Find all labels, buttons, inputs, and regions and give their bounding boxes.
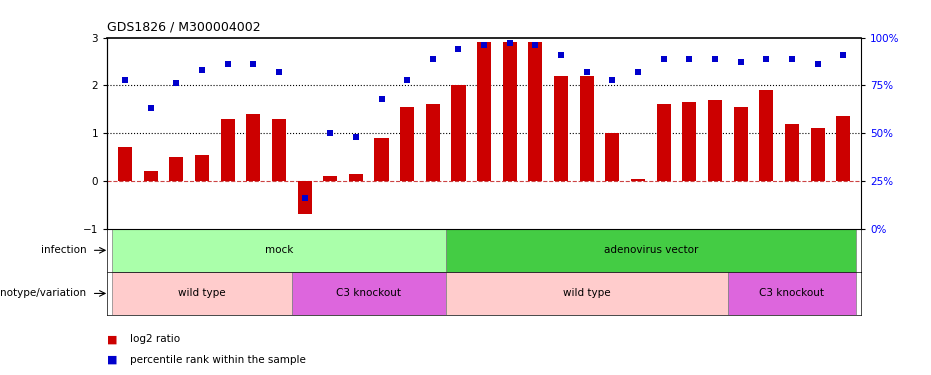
Point — [195, 67, 209, 73]
Text: C3 knockout: C3 knockout — [336, 288, 401, 298]
Point — [246, 61, 261, 67]
Bar — [580, 76, 594, 181]
Bar — [554, 76, 568, 181]
Bar — [118, 147, 132, 181]
Bar — [811, 128, 825, 181]
Bar — [349, 174, 363, 181]
Text: GDS1826 / M300004002: GDS1826 / M300004002 — [107, 21, 261, 33]
Bar — [529, 42, 543, 181]
Bar — [785, 124, 799, 181]
Bar — [759, 90, 774, 181]
Point — [143, 105, 158, 111]
Bar — [272, 119, 286, 181]
Point — [169, 80, 183, 86]
Bar — [631, 178, 645, 181]
Bar — [400, 107, 414, 181]
Bar — [446, 229, 856, 272]
Bar — [734, 107, 748, 181]
Point — [451, 46, 466, 52]
Text: percentile rank within the sample: percentile rank within the sample — [130, 355, 306, 365]
Point — [810, 61, 825, 67]
Point — [681, 56, 696, 62]
Point — [605, 76, 620, 82]
Bar — [169, 157, 183, 181]
Bar — [656, 104, 670, 181]
Text: infection: infection — [41, 245, 87, 255]
Bar — [195, 154, 209, 181]
Text: ■: ■ — [107, 334, 117, 344]
Point — [374, 96, 389, 102]
Bar — [682, 102, 696, 181]
Point — [528, 42, 543, 48]
Point — [220, 61, 235, 67]
Bar — [728, 272, 856, 315]
Bar — [477, 42, 492, 181]
Point — [348, 134, 363, 140]
Point — [503, 40, 518, 46]
Point — [785, 56, 800, 62]
Point — [579, 69, 594, 75]
Point — [630, 69, 645, 75]
Bar — [113, 229, 446, 272]
Bar — [708, 100, 722, 181]
Text: genotype/variation: genotype/variation — [0, 288, 87, 298]
Text: ■: ■ — [107, 355, 117, 365]
Point — [477, 42, 492, 48]
Point — [656, 56, 671, 62]
Bar — [221, 119, 235, 181]
Text: mock: mock — [264, 245, 293, 255]
Point — [117, 76, 132, 82]
Text: adenovirus vector: adenovirus vector — [603, 245, 698, 255]
Bar — [503, 42, 517, 181]
Point — [297, 195, 312, 201]
Point — [836, 52, 851, 58]
Point — [759, 56, 774, 62]
Bar — [836, 116, 850, 181]
Bar — [246, 114, 261, 181]
Point — [399, 76, 414, 82]
Bar — [143, 171, 157, 181]
Bar — [446, 272, 728, 315]
Point — [425, 56, 440, 62]
Bar — [291, 272, 446, 315]
Point — [554, 52, 569, 58]
Bar — [298, 181, 312, 214]
Bar — [113, 272, 291, 315]
Text: log2 ratio: log2 ratio — [130, 334, 181, 344]
Point — [734, 59, 749, 65]
Bar — [374, 138, 388, 181]
Bar — [323, 176, 337, 181]
Point — [708, 56, 722, 62]
Bar — [452, 86, 466, 181]
Bar — [605, 133, 619, 181]
Text: C3 knockout: C3 knockout — [760, 288, 825, 298]
Text: wild type: wild type — [178, 288, 226, 298]
Bar — [425, 104, 439, 181]
Point — [323, 130, 338, 136]
Text: wild type: wild type — [563, 288, 611, 298]
Point — [272, 69, 287, 75]
